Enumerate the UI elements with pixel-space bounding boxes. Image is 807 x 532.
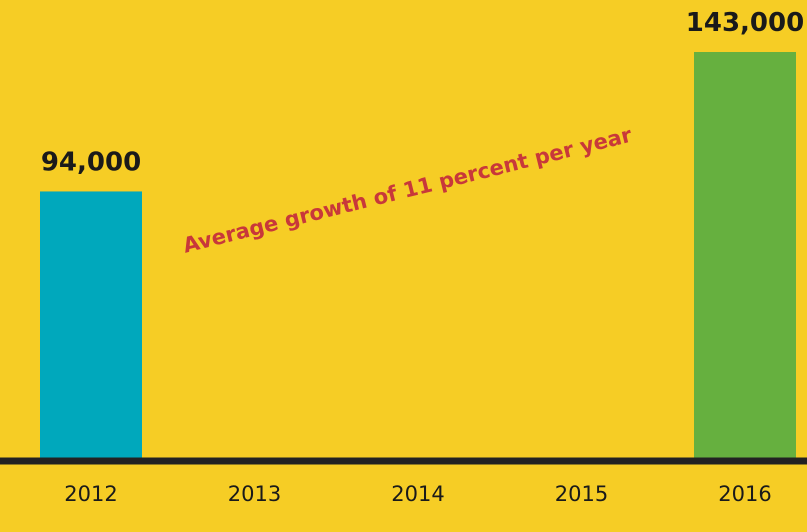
x-tick-label-2015: 2015 xyxy=(555,482,608,506)
x-tick-label-2016: 2016 xyxy=(718,482,771,506)
bar-2012 xyxy=(40,191,142,459)
x-tick-labels-group: 2012 2013 2014 2015 2016 xyxy=(64,482,771,506)
data-label-2016: 143,000 xyxy=(686,8,804,38)
data-label-2012: 94,000 xyxy=(41,147,141,177)
x-tick-label-2014: 2014 xyxy=(391,482,444,506)
bars-group xyxy=(40,52,796,459)
value-labels-group: 94,000 143,000 xyxy=(41,8,804,177)
x-tick-label-2012: 2012 xyxy=(64,482,117,506)
x-tick-label-2013: 2013 xyxy=(228,482,281,506)
bar-2016 xyxy=(694,52,796,459)
